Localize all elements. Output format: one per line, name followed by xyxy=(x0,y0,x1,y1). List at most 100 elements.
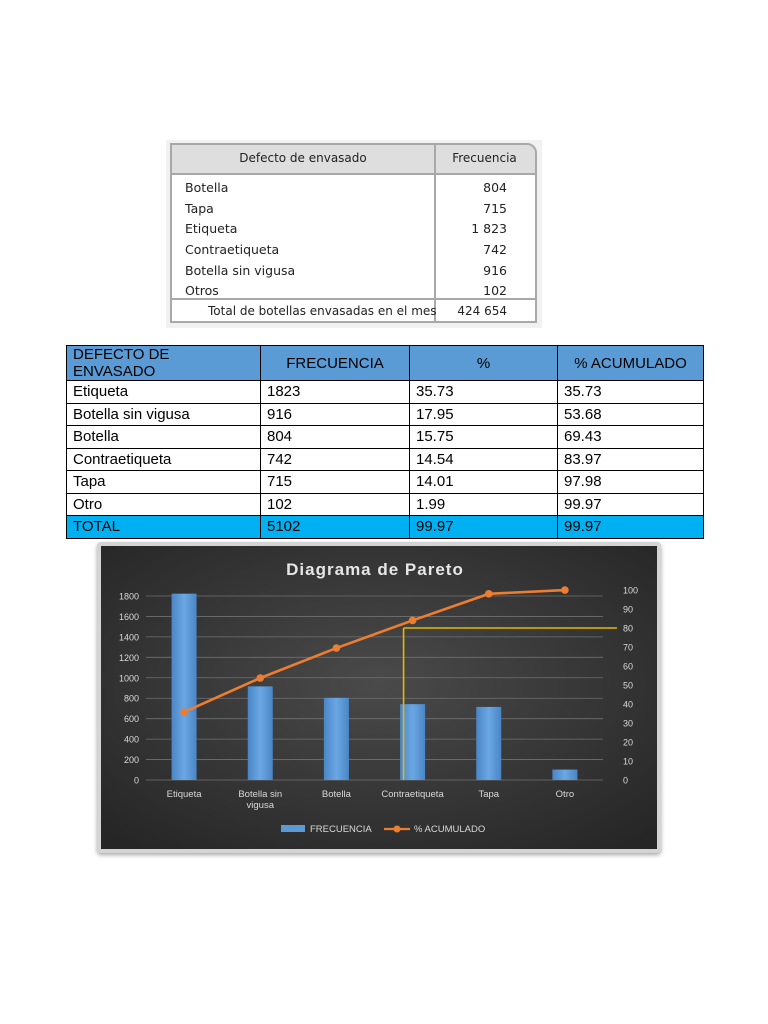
right-axis-tick-label: 100 xyxy=(623,586,638,596)
legend-label-frecuencia: FRECUENCIA xyxy=(310,824,372,835)
source-total-label: Total de botellas envasadas en el mes xyxy=(208,304,437,318)
source-header-frequency: Frecuencia xyxy=(452,151,517,165)
cell-frequency: 102 xyxy=(260,492,410,516)
cell-frequency: 1823 xyxy=(260,380,410,404)
source-row: Tapa 715 xyxy=(172,198,535,219)
right-axis-tick-label: 40 xyxy=(623,700,633,710)
total-label: TOTAL xyxy=(66,515,261,539)
cell-frequency: 742 xyxy=(260,447,410,471)
source-total-value: 424 654 xyxy=(457,304,507,318)
point-acumulado-5 xyxy=(484,590,493,598)
source-row: Botella 804 xyxy=(172,177,535,198)
total-cumulative: 99.97 xyxy=(557,515,704,539)
cell-defect: Contraetiqueta xyxy=(66,447,261,471)
table-row: Botella 804 15.75 69.43 xyxy=(66,425,704,449)
legend-label-acumulado: % ACUMULADO xyxy=(414,824,485,835)
source-column-divider xyxy=(434,145,436,321)
right-axis-tick-label: 10 xyxy=(623,757,633,767)
source-row-value: 742 xyxy=(483,242,507,257)
right-axis-tick-label: 20 xyxy=(623,738,633,748)
left-axis-tick-label: 600 xyxy=(124,714,139,724)
source-table-header: Defecto de envasado Frecuencia xyxy=(172,145,535,175)
category-tick-label: Etiqueta xyxy=(167,789,203,800)
point-acumulado-6 xyxy=(561,586,569,594)
source-table-image: Defecto de envasado Frecuencia Botella 8… xyxy=(166,140,542,328)
source-row-label: Botella xyxy=(185,180,229,195)
source-row: Contraetiqueta 742 xyxy=(172,239,535,260)
source-row-value: 1 823 xyxy=(471,221,507,236)
source-row-label: Botella sin vigusa xyxy=(185,263,296,278)
source-row-label: Otros xyxy=(185,283,219,298)
category-tick-label: Botella sin xyxy=(238,789,282,800)
table-row: Tapa 715 14.01 97.98 xyxy=(66,470,704,494)
cell-cumulative: 99.97 xyxy=(557,492,704,516)
source-row-label: Tapa xyxy=(185,201,214,216)
right-axis-tick-label: 0 xyxy=(623,776,628,786)
source-row: Botella sin vigusa 916 xyxy=(172,260,535,281)
source-table: Defecto de envasado Frecuencia Botella 8… xyxy=(170,143,537,323)
cell-defect: Botella sin vigusa xyxy=(66,402,261,426)
pareto-chart: Diagrama de Pareto0200400600800100012001… xyxy=(101,546,657,849)
left-axis-tick-label: 0 xyxy=(134,776,139,786)
source-row-value: 804 xyxy=(483,180,507,195)
total-frequency: 5102 xyxy=(260,515,410,539)
table-row: Etiqueta 1823 35.73 35.73 xyxy=(66,380,704,404)
cell-defect: Botella xyxy=(66,425,261,449)
right-axis-tick-label: 50 xyxy=(623,681,633,691)
bar-frecuencia-tapa xyxy=(476,706,502,780)
bar-frecuencia-botella-sin-vigusa xyxy=(247,686,273,780)
point-acumulado-3 xyxy=(332,644,341,652)
table-row: Botella sin vigusa 916 17.95 53.68 xyxy=(66,402,704,426)
right-axis-tick-label: 60 xyxy=(623,662,633,672)
cell-cumulative: 35.73 xyxy=(557,380,704,404)
cell-percent: 14.01 xyxy=(409,470,558,494)
cell-defect: Otro xyxy=(66,492,261,516)
category-tick-label: Otro xyxy=(556,789,574,800)
table-row: Contraetiqueta 742 14.54 83.97 xyxy=(66,447,704,471)
cell-percent: 14.54 xyxy=(409,447,558,471)
total-percent: 99.97 xyxy=(409,515,558,539)
header-cumulative: % ACUMULADO xyxy=(557,345,704,381)
table-row: Otro 102 1.99 99.97 xyxy=(66,492,704,516)
left-axis-tick-label: 1800 xyxy=(119,592,139,602)
cell-percent: 1.99 xyxy=(409,492,558,516)
source-row-value: 916 xyxy=(483,263,507,278)
total-row: TOTAL 5102 99.97 99.97 xyxy=(66,515,704,539)
header-frequency: FRECUENCIA xyxy=(260,345,410,381)
right-axis-tick-label: 30 xyxy=(623,719,633,729)
left-axis-tick-label: 1600 xyxy=(119,612,139,622)
legend-swatch-frecuencia xyxy=(281,825,305,832)
cell-cumulative: 53.68 xyxy=(557,402,704,426)
point-acumulado-4 xyxy=(408,616,417,625)
source-row-value: 715 xyxy=(483,201,507,216)
source-row-label: Contraetiqueta xyxy=(185,242,280,257)
right-axis-tick-label: 70 xyxy=(623,643,633,653)
line-acumulado xyxy=(183,588,565,714)
cell-percent: 17.95 xyxy=(409,402,558,426)
chart-frame: Diagrama de Pareto 0 200 400 600 800 1000 1200 1… xyxy=(97,542,661,853)
source-total-row: Total de botellas envasadas en el mes 42… xyxy=(172,303,535,321)
cell-defect: Etiqueta xyxy=(66,380,261,404)
right-axis-tick-label: 90 xyxy=(623,605,633,615)
source-row: Otros 102 xyxy=(172,280,535,301)
chart-title: Diagrama de Pareto xyxy=(286,560,464,579)
category-tick-label: Tapa xyxy=(478,789,499,800)
bar-frecuencia-botella xyxy=(323,697,349,780)
cell-percent: 35.73 xyxy=(409,380,558,404)
pareto-header-row: DEFECTO DE ENVASADO FRECUENCIA % % ACUMU… xyxy=(66,345,704,381)
cell-frequency: 916 xyxy=(260,402,410,426)
pareto-table: DEFECTO DE ENVASADO FRECUENCIA % % ACUMU… xyxy=(66,345,704,539)
cell-percent: 15.75 xyxy=(409,425,558,449)
left-axis-tick-label: 1200 xyxy=(119,653,139,663)
bar-frecuencia-etiqueta xyxy=(171,593,197,780)
source-row-value: 102 xyxy=(483,283,507,298)
source-row-label: Etiqueta xyxy=(185,221,238,236)
category-tick-label: Contraetiqueta xyxy=(381,789,444,800)
cell-cumulative: 69.43 xyxy=(557,425,704,449)
left-axis-tick-label: 400 xyxy=(124,735,139,745)
bar-frecuencia-otro xyxy=(552,769,578,780)
cell-frequency: 715 xyxy=(260,470,410,494)
left-axis-tick-label: 200 xyxy=(124,755,139,765)
category-tick-label: Botella xyxy=(322,789,352,800)
left-axis-tick-label: 1000 xyxy=(119,673,139,683)
